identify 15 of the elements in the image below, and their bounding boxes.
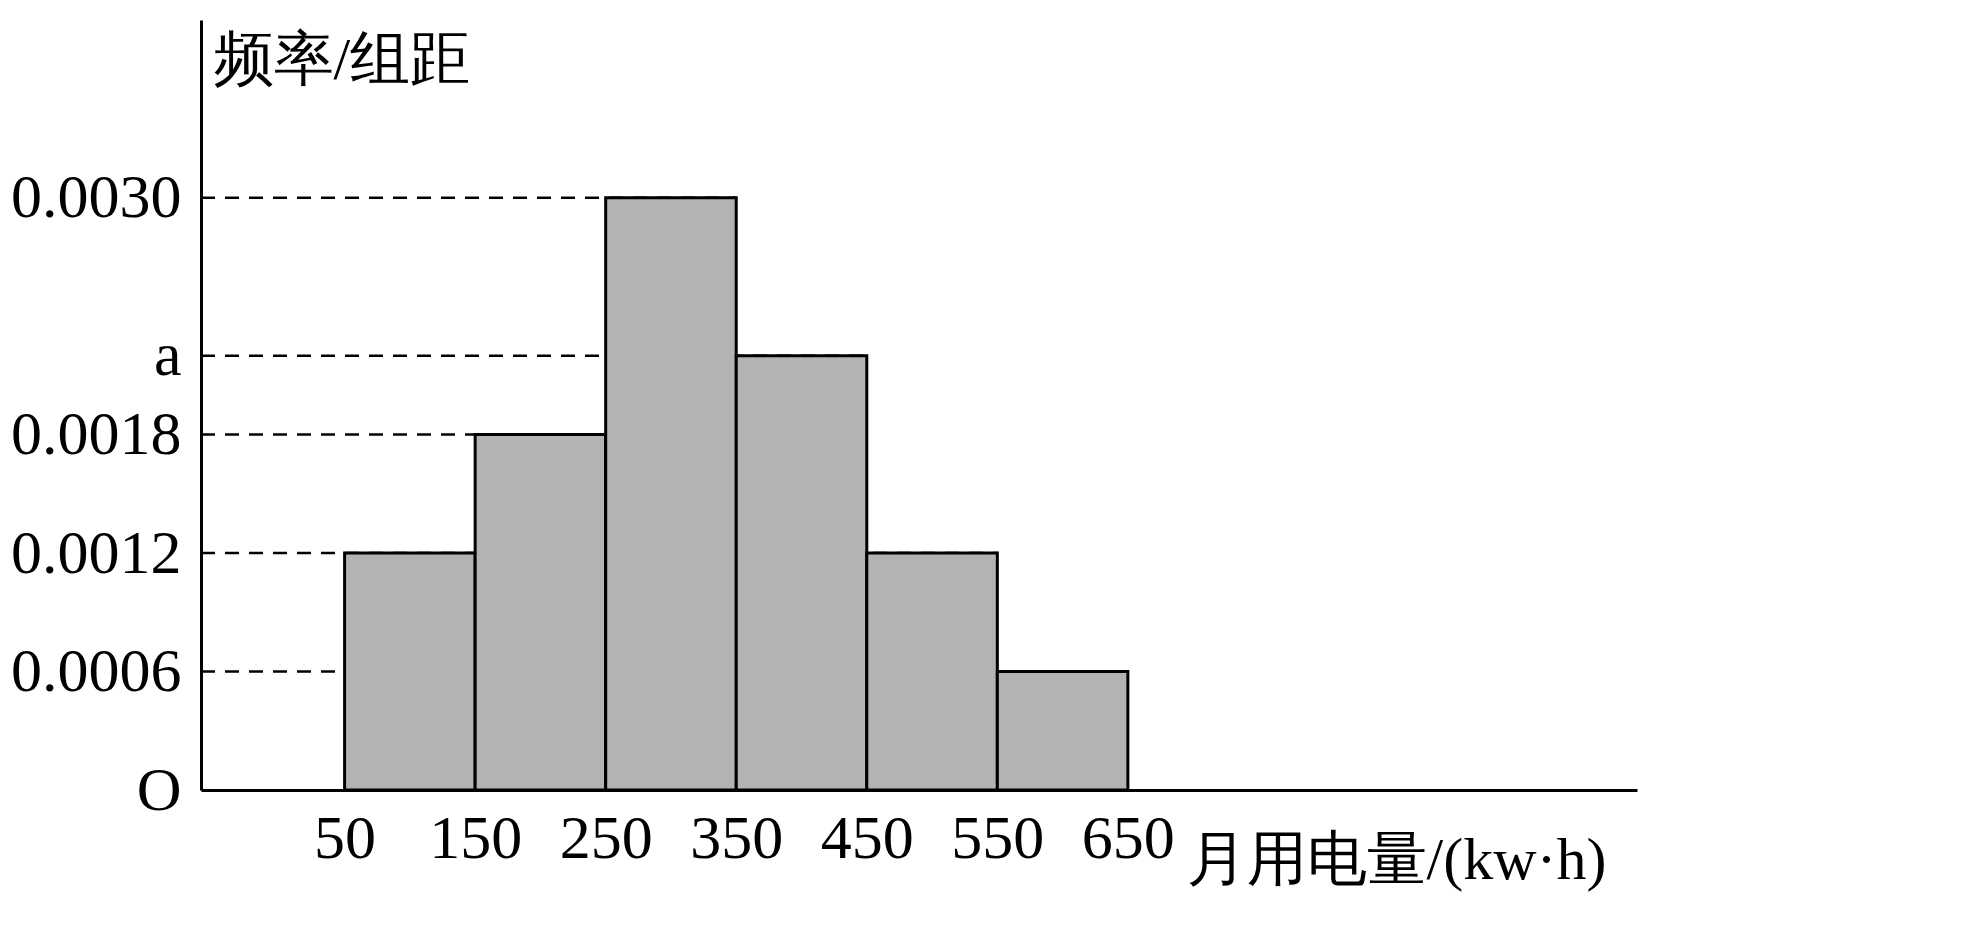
x-tick-label: 650 <box>1081 802 1175 871</box>
y-tick-label: 0.0018 <box>11 399 182 468</box>
x-tick-label: 550 <box>951 802 1045 871</box>
y-tick-label: 0.0030 <box>11 162 182 231</box>
x-axis-title: 月用电量/(kw·h) <box>1186 825 1607 892</box>
x-tick-label: 50 <box>314 802 377 871</box>
y-tick-label: a <box>153 320 182 389</box>
x-tick-label: 250 <box>559 802 653 871</box>
x-tick-label: 350 <box>690 802 784 871</box>
y-tick-label: 0.0012 <box>11 517 182 586</box>
x-tick-label: 450 <box>820 802 914 871</box>
x-tick-label: 150 <box>429 802 523 871</box>
y-tick-label: O <box>136 754 182 823</box>
y-tick-label: 0.0006 <box>11 636 182 705</box>
y-axis-title: 频率/组距 <box>213 25 471 92</box>
